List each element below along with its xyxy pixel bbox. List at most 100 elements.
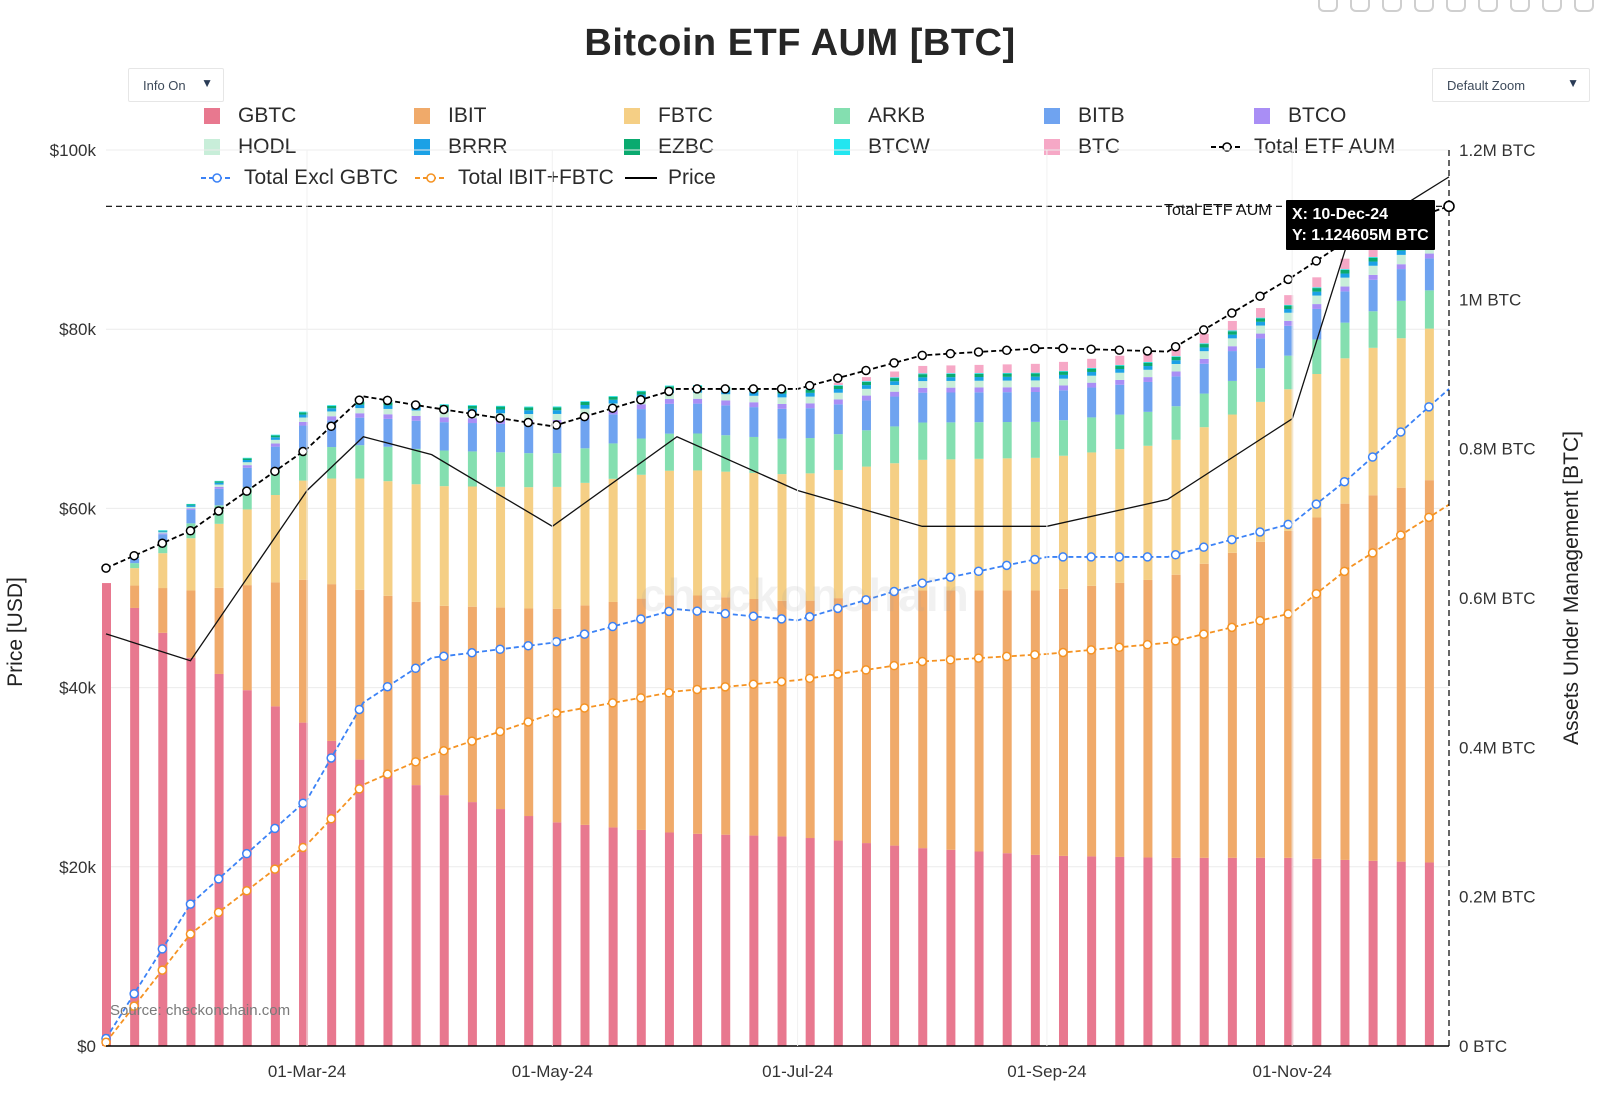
bar-segment-btco xyxy=(1171,371,1181,377)
autoscale-icon[interactable] xyxy=(1542,0,1562,12)
legend-item-brrr[interactable]: BRRR xyxy=(414,135,508,159)
zoom-in-icon[interactable] xyxy=(1478,0,1498,12)
bar-segment-gbtc xyxy=(1030,854,1040,1046)
bar-segment-gbtc xyxy=(439,795,449,1046)
legend-item-arkb[interactable]: ARKB xyxy=(834,104,925,128)
bar-segment-bitb xyxy=(946,392,956,423)
select-box-icon[interactable] xyxy=(1414,0,1434,12)
line-marker xyxy=(861,595,871,605)
camera-icon[interactable] xyxy=(1318,0,1338,12)
bar-segment-btco xyxy=(214,486,224,489)
bar-segment-brrr xyxy=(327,408,337,412)
bar-segment-fbtc xyxy=(1396,338,1406,488)
bar-segment-btcw xyxy=(974,373,984,374)
zoom-dropdown[interactable]: Default Zoom ▼ xyxy=(1432,68,1590,102)
bar-segment-gbtc xyxy=(946,849,956,1046)
bar-segment-hodl xyxy=(552,413,562,420)
line-marker xyxy=(664,688,674,698)
bar-segment-ezbc xyxy=(1171,356,1181,361)
legend-item-btco[interactable]: BTCO xyxy=(1254,104,1346,128)
bar-segment-btco xyxy=(1087,382,1097,388)
pan-icon[interactable] xyxy=(1382,0,1402,12)
legend-item-gbtc[interactable]: GBTC xyxy=(204,104,296,128)
zoom-icon[interactable] xyxy=(1350,0,1370,12)
bar-segment-ibit xyxy=(1256,541,1266,858)
bar-segment-arkb xyxy=(664,433,674,471)
bar-segment-ezbc xyxy=(1199,344,1209,348)
bar-segment-fbtc xyxy=(833,469,843,599)
legend-item-total-excl-gbtc[interactable]: Total Excl GBTC xyxy=(200,166,398,190)
line-marker xyxy=(692,606,702,616)
bar-segment-gbtc xyxy=(580,824,590,1046)
line-marker xyxy=(1311,499,1322,509)
line-marker xyxy=(495,726,505,737)
bar-segment-hodl xyxy=(974,380,984,388)
line-marker xyxy=(326,814,336,824)
line-marker xyxy=(298,446,308,457)
legend-item-btc[interactable]: BTC xyxy=(1044,135,1120,159)
bar-segment-ezbc xyxy=(890,378,900,382)
bar-segment-brrr xyxy=(777,393,787,398)
bar-segment-brrr xyxy=(749,392,759,396)
bar-segment-gbtc xyxy=(270,706,280,1046)
bar-segment-ibit xyxy=(467,606,477,803)
y-right-tick-label: 0 BTC xyxy=(1459,1037,1507,1056)
bar-segment-arkb xyxy=(496,452,506,487)
legend-swatch xyxy=(1044,139,1060,155)
bar-segment-btcw xyxy=(439,404,449,406)
bar-segment-bitb xyxy=(1199,363,1209,394)
bar-segment-arkb xyxy=(1087,417,1097,453)
bar-segment-brrr xyxy=(1312,291,1322,296)
line-marker xyxy=(861,365,871,376)
legend-item-fbtc[interactable]: FBTC xyxy=(624,104,713,128)
bar-segment-gbtc xyxy=(1227,857,1237,1046)
bar-segment-brrr xyxy=(805,392,815,397)
info-dropdown-label: Info On xyxy=(143,77,186,93)
bar-segment-gbtc xyxy=(1199,857,1209,1046)
legend-item-price[interactable]: Price xyxy=(624,166,716,190)
x-tick-label: 01-Jul-24 xyxy=(762,1062,833,1081)
bar-segment-bitb xyxy=(1368,279,1378,312)
bar-segment-gbtc xyxy=(693,833,703,1046)
legend-item-ibit[interactable]: IBIT xyxy=(414,104,487,128)
bar-segment-arkb xyxy=(918,422,928,460)
line-marker xyxy=(1114,552,1125,562)
legend-item-total-ibit-fbtc[interactable]: Total IBIT+FBTC xyxy=(414,166,614,190)
legend-line-symbol xyxy=(415,173,447,183)
bar-segment-btcw xyxy=(552,406,562,408)
lasso-icon[interactable] xyxy=(1446,0,1466,12)
bar-segment-gbtc xyxy=(1058,855,1068,1046)
info-dropdown[interactable]: Info On ▼ xyxy=(128,68,224,102)
bar-segment-brrr xyxy=(974,377,984,381)
bar-segment-hodl xyxy=(777,397,787,404)
bar-segment-arkb xyxy=(805,438,815,474)
bar-segment-brrr xyxy=(242,459,252,463)
bar-segment-btcw xyxy=(580,401,590,402)
line-marker xyxy=(833,603,843,614)
bar-segment-btcw xyxy=(1171,356,1181,357)
bar-segment-ibit xyxy=(580,605,590,825)
bar-segment-gbtc xyxy=(186,657,196,1046)
bar-segment-ibit xyxy=(186,590,196,658)
bar-segment-btco xyxy=(467,418,477,424)
bar-segment-bitb xyxy=(1227,351,1237,381)
home-icon[interactable] xyxy=(1574,0,1594,12)
zoom-out-icon[interactable] xyxy=(1510,0,1530,12)
line-marker xyxy=(776,384,787,394)
bar-segment-fbtc xyxy=(130,568,140,586)
bar-segment-arkb xyxy=(1115,414,1125,450)
legend-item-btcw[interactable]: BTCW xyxy=(834,135,930,159)
line-marker xyxy=(298,798,308,808)
legend-item-total-etf-aum[interactable]: Total ETF AUM xyxy=(1210,135,1395,159)
bar-segment-gbtc xyxy=(355,759,365,1046)
line-marker xyxy=(410,400,421,410)
legend-item-hodl[interactable]: HODL xyxy=(204,135,296,159)
bar-segment-gbtc xyxy=(327,740,337,1046)
legend-swatch xyxy=(204,108,220,124)
modebar-toolbar[interactable] xyxy=(1318,0,1594,14)
bar-segment-ibit xyxy=(299,579,309,723)
legend-item-bitb[interactable]: BITB xyxy=(1044,104,1125,128)
legend-item-ezbc[interactable]: EZBC xyxy=(624,135,714,159)
